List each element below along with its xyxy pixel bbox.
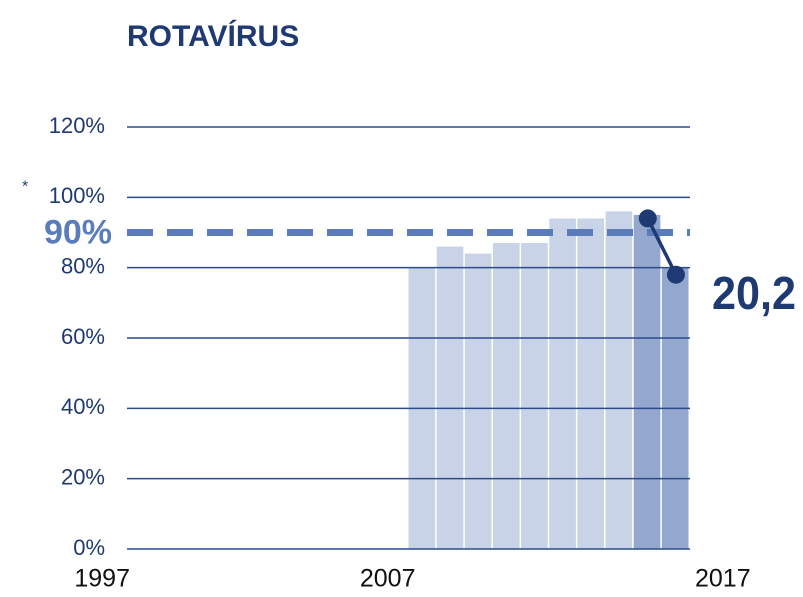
bar [633, 214, 661, 549]
line-point [666, 265, 685, 284]
x-tick-label: 2007 [360, 565, 416, 593]
annotation: * [22, 179, 28, 196]
bar [492, 243, 520, 550]
line-point [638, 209, 657, 228]
annotation: 20,2 [712, 267, 796, 319]
bar [521, 243, 548, 550]
y-tick-label: 100% [49, 183, 105, 208]
chart-title: ROTAVÍRUS [127, 19, 299, 53]
bar [577, 218, 605, 549]
y-tick-label: 60% [61, 324, 105, 349]
bar [605, 211, 633, 549]
y-tick-label: 80% [61, 253, 105, 278]
bar [549, 218, 576, 549]
bar [436, 246, 464, 550]
y-tick-label: 0% [73, 535, 105, 560]
y-tick-label: 40% [61, 394, 105, 419]
bar [464, 253, 492, 549]
y-tick-label: 120% [49, 113, 105, 138]
x-tick-label: 2017 [695, 565, 751, 593]
line [646, 217, 678, 276]
y-tick-label: 20% [61, 464, 105, 489]
target-label: 90% [44, 213, 112, 251]
x-tick-label: 1997 [74, 565, 130, 593]
